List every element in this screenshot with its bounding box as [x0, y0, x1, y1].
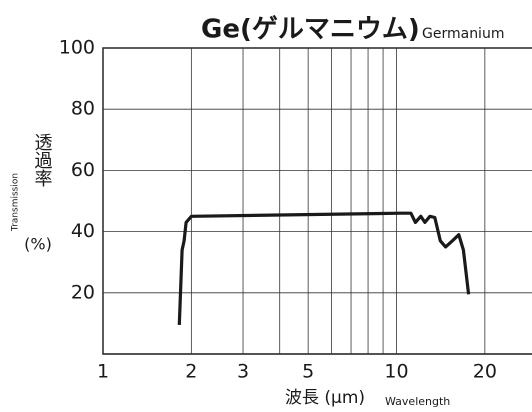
y-axis-label: 透過率	[32, 133, 53, 187]
x-axis-label: 波長 (μm)	[285, 388, 365, 408]
x-axis-label-en: Wavelength	[385, 395, 450, 408]
x-tick-label: 1	[97, 361, 109, 383]
chart-subtitle: Germanium	[422, 26, 504, 42]
x-tick-label: 10	[384, 361, 408, 383]
transmission-line	[177, 211, 471, 325]
y-tick-label: 20	[71, 281, 95, 303]
x-tick-label: 5	[302, 361, 314, 383]
chart-title: Ge(ゲルマニウム)	[201, 15, 420, 45]
y-axis-label-en: Transmission	[11, 173, 21, 232]
x-tick-label: 20	[473, 361, 497, 383]
x-tick-label: 3	[237, 361, 249, 383]
y-tick-label: 100	[59, 37, 95, 59]
y-tick-label: 80	[71, 98, 95, 120]
y-tick-label: 40	[71, 220, 95, 242]
x-tick-label: 2	[185, 361, 197, 383]
y-tick-label: 60	[71, 159, 95, 181]
y-axis-unit: (%)	[24, 235, 52, 254]
plot-frame	[102, 47, 532, 355]
